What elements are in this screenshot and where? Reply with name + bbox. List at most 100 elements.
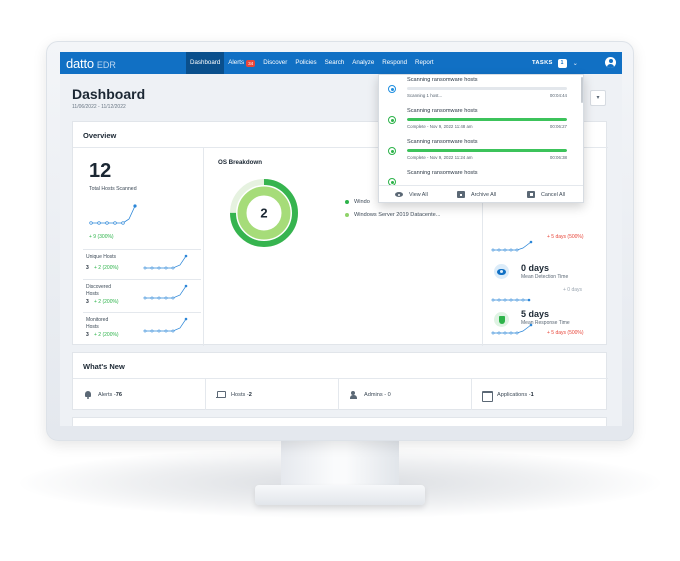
logo-subtext: EDR [96, 59, 116, 70]
task-progress-bar [407, 149, 567, 152]
datto-logo[interactable]: datto EDR [60, 56, 186, 71]
discovered-hosts-row: Discovered Hosts 3 + 2 (200%) [83, 279, 201, 309]
os-legend-item[interactable]: Windo [345, 199, 370, 205]
task-actions-bar: View All Archive All Cancel All [379, 185, 583, 202]
whats-new-hosts[interactable]: Hosts - 2 [206, 379, 339, 410]
eye-icon [494, 264, 509, 279]
discovered-hosts-sparkline [143, 284, 188, 300]
discovered-hosts-value: 3 [86, 299, 89, 305]
os-legend-item[interactable]: Windows Server 2019 Datacente... [345, 212, 440, 218]
next-card [72, 417, 607, 426]
task-duration: 00:06:27 [549, 124, 567, 129]
monitor-neck [281, 440, 399, 488]
laptop-icon [216, 390, 226, 399]
shield-check-icon [494, 312, 509, 327]
top-metric-delta: + 5 days (500%) [547, 234, 584, 240]
archive-icon [457, 191, 465, 198]
whats-new-admins[interactable]: Admins - 0 [339, 379, 472, 410]
cancel-all-button[interactable]: Cancel All [527, 191, 565, 198]
nav-alerts[interactable]: Alerts 34 [228, 59, 256, 67]
response-time-value: 5 days [521, 309, 550, 319]
detection-time-value: 0 days [521, 263, 550, 273]
alerts-count-badge: 34 [246, 59, 256, 67]
top-nav: datto EDR Dashboard Alerts 34 Discover Po… [60, 52, 622, 74]
nav-analyze[interactable]: Analyze [352, 59, 375, 66]
view-all-button[interactable]: View All [395, 191, 428, 198]
whats-new-card: What's New Alerts - 76 Hosts - 2 Admins … [72, 352, 608, 410]
nav-links: Dashboard Alerts 34 Discover Policies Sea… [186, 52, 438, 74]
monitored-hosts-delta: + 2 (200%) [94, 332, 119, 338]
unique-hosts-sparkline [143, 254, 188, 270]
tasks-dropdown-panel: Scanning ransomware hosts Scanning 1 hos… [378, 74, 584, 203]
legend-dot [345, 200, 349, 204]
monitor-base [255, 485, 425, 505]
nav-policies[interactable]: Policies [295, 59, 317, 66]
total-hosts-label: Total Hosts Scanned [89, 186, 137, 192]
top-metric-sparkline [491, 240, 533, 252]
task-duration: 00:04:44 [549, 93, 567, 98]
date-range-dropdown[interactable]: ▾ [590, 90, 606, 106]
monitored-hosts-sparkline [143, 317, 188, 333]
whats-new-applications[interactable]: Applications - 1 [472, 379, 605, 410]
os-breakdown-donut[interactable]: 2 [230, 179, 298, 247]
monitored-hosts-value: 3 [86, 332, 89, 338]
task-item[interactable]: Scanning ransomware hosts Complete - Nov… [379, 106, 579, 137]
task-name: Scanning ransomware hosts [407, 170, 478, 176]
monitored-hosts-row: Monitored Hosts 3 + 2 (200%) [83, 312, 201, 342]
discovered-hosts-delta: + 2 (200%) [94, 299, 119, 305]
task-complete-icon [388, 147, 396, 155]
task-status-text: Complete - Nov 9, 2022 11:24 am [407, 155, 473, 160]
overview-card: Overview 12 Total Hosts Scanned + 9 (300… [72, 121, 608, 346]
task-name: Scanning ransomware hosts [407, 77, 478, 83]
legend-dot [345, 213, 349, 217]
monitored-hosts-label: Monitored Hosts [86, 317, 109, 330]
response-time-sparkline [491, 323, 533, 335]
os-inner-ring [237, 186, 291, 240]
task-name: Scanning ransomware hosts [407, 108, 478, 114]
overview-title: Overview [83, 131, 117, 140]
detection-time-sparkline [491, 298, 531, 302]
task-progress-bar [407, 87, 567, 90]
total-hosts-count: 12 [89, 160, 112, 182]
nav-report[interactable]: Report [415, 59, 434, 66]
app-screen: datto EDR Dashboard Alerts 34 Discover Po… [60, 52, 622, 426]
window-icon [482, 390, 493, 402]
tasks-scrollbar[interactable] [581, 77, 583, 103]
os-breakdown-title: OS Breakdown [218, 159, 263, 166]
os-outer-ring [230, 179, 298, 247]
tasks-label: TASKS [532, 60, 553, 66]
tasks-menu-button[interactable]: TASKS 1 ⌄ [532, 52, 578, 74]
task-progress-bar [407, 118, 567, 121]
nav-respond[interactable]: Respond [382, 59, 408, 66]
response-time-label: Mean Response Time [521, 320, 570, 326]
archive-all-button[interactable]: Archive All [457, 191, 496, 198]
total-hosts-delta: + 9 (300%) [89, 234, 114, 240]
nav-discover[interactable]: Discover [263, 59, 288, 66]
divider [73, 378, 608, 379]
nav-search[interactable]: Search [324, 59, 345, 66]
task-item[interactable]: Scanning ransomware hosts Scanning 1 hos… [379, 75, 579, 106]
unique-hosts-label: Unique Hosts [86, 254, 117, 260]
whats-new-title: What's New [83, 362, 125, 371]
chevron-down-icon: ⌄ [572, 60, 579, 67]
eye-icon [395, 191, 403, 198]
response-time-delta: + 5 days (500%) [547, 330, 584, 336]
unique-hosts-delta: + 2 (200%) [94, 265, 119, 271]
nav-dashboard[interactable]: Dashboard [186, 52, 225, 74]
detection-time-label: Mean Detection Time [521, 274, 569, 280]
column-divider [203, 148, 204, 346]
cancel-icon [527, 191, 535, 198]
whats-new-alerts[interactable]: Alerts - 76 [73, 379, 206, 410]
date-range: 11/06/2022 - 11/12/2022 [72, 104, 126, 110]
task-duration: 00:06:38 [549, 155, 567, 160]
total-hosts-sparkline [89, 204, 137, 225]
task-item[interactable]: Scanning ransomware hosts Complete - Nov… [379, 137, 579, 168]
task-complete-icon [388, 116, 396, 124]
tasks-count-badge: 1 [557, 58, 567, 68]
page-title: Dashboard [72, 86, 146, 102]
task-name: Scanning ransomware hosts [407, 139, 478, 145]
column-divider [482, 148, 483, 346]
unique-hosts-row: Unique Hosts 3 + 2 (200%) [83, 249, 201, 279]
divider [73, 147, 608, 148]
user-account-icon[interactable] [605, 57, 616, 68]
